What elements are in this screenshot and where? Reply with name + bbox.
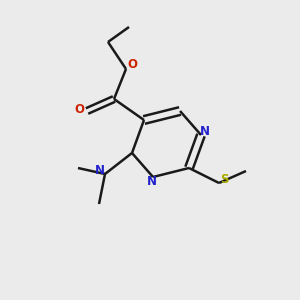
Text: N: N <box>200 125 210 138</box>
Text: O: O <box>74 103 85 116</box>
Text: O: O <box>127 58 137 71</box>
Text: N: N <box>146 175 157 188</box>
Text: S: S <box>220 173 229 186</box>
Text: N: N <box>94 164 105 178</box>
